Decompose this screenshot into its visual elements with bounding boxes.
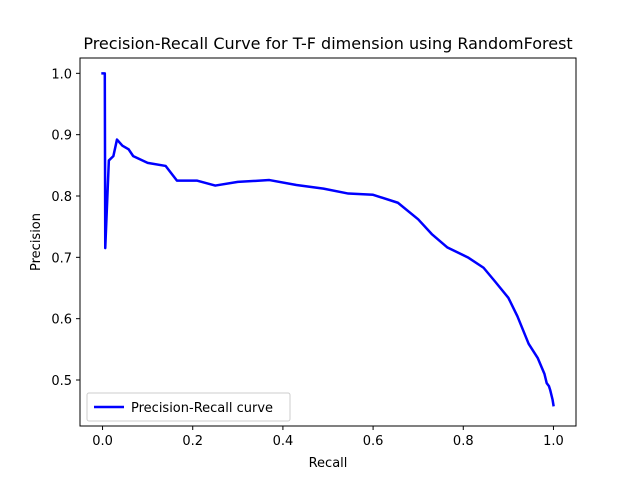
x-tick-label: 0.2	[182, 434, 203, 449]
x-tick-label: 0.8	[453, 434, 474, 449]
y-axis-label: Precision	[29, 213, 44, 271]
y-tick-label: 0.5	[51, 374, 72, 389]
legend: Precision-Recall curve	[86, 392, 291, 422]
y-tick-label: 0.9	[51, 129, 72, 144]
x-tick-label: 0.0	[92, 434, 113, 449]
x-tick-label: 0.4	[273, 434, 294, 449]
legend-frame	[86, 392, 291, 422]
y-tick-label: 0.8	[51, 190, 72, 205]
y-tick-label: 0.7	[51, 251, 72, 266]
chart-title: Precision-Recall Curve for T-F dimension…	[83, 34, 572, 53]
axes-frame	[79, 57, 577, 427]
x-axis-label: Recall	[309, 456, 348, 471]
y-tick-label: 0.6	[51, 313, 72, 328]
legend-entry-label: Precision-Recall curve	[131, 401, 273, 416]
series-line-0	[101, 72, 555, 407]
plot-area: 0.0 0.2 0.4 0.6 0.8 1.0 0.5 0.6 0.7 0.8 0.9 1.0	[51, 57, 577, 449]
x-tick-label: 0.6	[363, 434, 384, 449]
y-tick-label: 1.0	[51, 67, 72, 82]
x-tick-label: 1.0	[543, 434, 564, 449]
